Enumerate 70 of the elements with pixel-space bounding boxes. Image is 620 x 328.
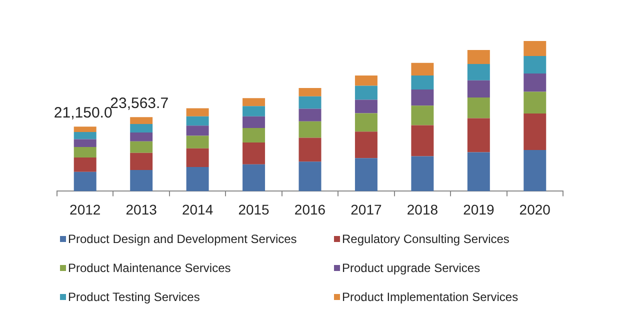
bar [130,117,153,124]
bar [411,106,434,126]
bar [298,162,322,192]
bar [186,167,209,192]
bar [74,172,96,192]
bar [74,132,96,140]
bar [186,136,209,148]
bar [74,158,96,172]
legend-label: Product Testing Services [68,290,200,304]
bar [242,142,266,164]
bar [467,97,490,118]
bar [524,56,546,74]
bar [467,64,490,80]
bar [186,126,209,136]
bar [130,141,153,153]
bar [354,100,378,114]
bar [186,108,209,116]
bar [524,41,546,56]
bar [411,125,434,156]
x-tick-label: 2012 [70,201,101,218]
x-tick-label: 2018 [406,201,438,218]
bar [242,128,266,143]
bar [411,90,434,106]
bar [298,88,322,96]
x-tick-label: 2016 [294,201,326,218]
bar [411,156,434,192]
bar [74,126,96,132]
x-tick-label: 2014 [182,201,214,218]
x-tick-label: 2019 [463,201,494,218]
bar [130,170,153,192]
bar [411,62,434,76]
bar [524,150,546,192]
x-tick-label: 2020 [519,201,551,218]
annotation: 21,150.0 [54,104,112,122]
x-tick-label: 2017 [350,201,382,218]
bar [524,92,546,114]
bar [354,158,378,192]
bar [298,96,322,109]
bar [354,86,378,100]
bar [411,76,434,90]
bar [74,147,96,158]
bar [242,106,266,116]
legend-label: Product upgrade Services [342,260,480,274]
bar [298,121,322,138]
bar [467,118,490,152]
bar [130,132,153,142]
x-tick-label: 2013 [126,201,158,218]
bar [130,152,153,170]
bar [298,108,322,122]
bar [467,152,490,192]
bar [186,116,209,126]
bar [354,132,378,158]
bar [467,50,490,64]
legend-label: Regulatory Consulting Services [342,232,510,246]
bar [242,116,266,128]
bar [74,139,96,148]
bar [354,113,378,132]
legend-label: Product Implementation Services [342,290,518,304]
legend-label: Product Maintenance Services [68,260,231,274]
bar [298,138,322,162]
bar [467,80,490,98]
bar [130,124,153,132]
x-tick-label: 2015 [238,201,270,218]
legend-label: Product Design and Development Services [68,232,297,246]
bar [354,76,378,86]
bar [242,164,266,192]
bar [524,114,546,150]
bar [242,98,266,106]
bar [524,73,546,92]
bar [186,148,209,168]
